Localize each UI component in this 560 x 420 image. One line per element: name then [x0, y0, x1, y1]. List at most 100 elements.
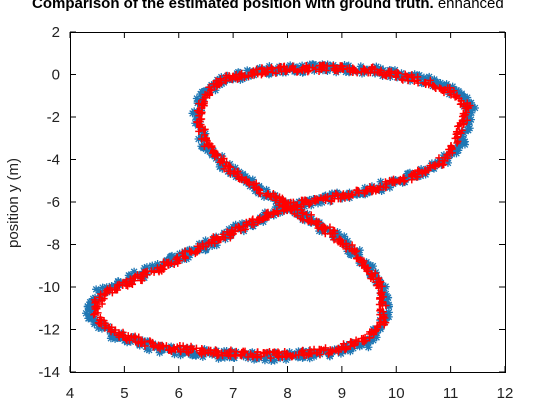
- ground-truth-marker: [452, 149, 461, 158]
- ground-truth-marker: [309, 352, 318, 361]
- estimate-marker: [351, 248, 359, 256]
- estimate-marker: [389, 175, 398, 183]
- estimate-marker: [228, 226, 236, 234]
- estimate-marker: [213, 347, 221, 355]
- estimate-marker: [367, 64, 376, 72]
- estimate-marker: [187, 342, 195, 350]
- y-tick-label: 2: [52, 24, 60, 41]
- estimate-marker: [323, 193, 332, 201]
- estimate-marker: [220, 165, 228, 173]
- estimate-marker: [375, 69, 383, 77]
- ground-truth-marker: [347, 251, 356, 260]
- estimate-marker: [229, 73, 237, 81]
- estimate-marker: [421, 78, 429, 87]
- estimate-marker: [376, 182, 384, 190]
- estimate-marker: [257, 71, 266, 79]
- estimate-marker: [331, 229, 339, 238]
- ground-truth-marker: [404, 169, 413, 178]
- estimate-marker: [302, 62, 311, 70]
- estimate-marker: [360, 65, 369, 73]
- ground-truth-marker: [273, 66, 282, 75]
- ground-truth-marker: [336, 349, 345, 358]
- ground-truth-marker: [192, 94, 201, 103]
- estimate-marker: [176, 348, 185, 356]
- estimate-marker: [360, 257, 368, 265]
- ground-truth-marker: [142, 345, 151, 354]
- ground-truth-marker: [334, 230, 343, 239]
- estimate-marker: [331, 66, 339, 74]
- ground-truth-marker: [90, 320, 99, 329]
- estimate-marker: [338, 62, 346, 70]
- ground-truth-marker: [298, 353, 307, 362]
- estimate-marker: [382, 301, 390, 310]
- ground-truth-marker: [341, 68, 350, 77]
- estimate-marker: [147, 267, 155, 275]
- ground-truth-marker: [332, 230, 341, 239]
- ground-truth-marker: [425, 72, 434, 81]
- ground-truth-marker: [467, 108, 476, 117]
- ground-truth-marker: [384, 302, 393, 311]
- estimate-marker: [195, 127, 203, 135]
- estimate-marker: [463, 116, 471, 124]
- ground-truth-marker: [368, 262, 377, 271]
- ground-truth-marker: [464, 120, 473, 129]
- estimate-marker: [221, 349, 229, 357]
- ground-truth-marker: [191, 119, 200, 128]
- estimate-marker: [398, 75, 406, 83]
- ground-truth-marker: [445, 90, 454, 99]
- x-tick-label: 6: [175, 385, 183, 402]
- estimate-marker: [281, 200, 289, 208]
- ground-truth-marker: [217, 73, 226, 82]
- estimate-marker: [314, 218, 323, 226]
- x-tick-label: 4: [66, 385, 74, 402]
- ground-truth-marker: [295, 198, 304, 207]
- y-tick-label: -2: [47, 109, 60, 126]
- ground-truth-marker: [355, 246, 364, 255]
- estimate-marker: [132, 338, 140, 346]
- ground-truth-marker: [189, 245, 198, 254]
- chart-title: Comparison of the estimated position wit…: [32, 0, 504, 12]
- ground-truth-marker: [416, 171, 425, 180]
- estimate-marker: [196, 347, 204, 355]
- ground-truth-marker: [463, 93, 472, 102]
- ground-truth-marker: [459, 135, 468, 144]
- y-tick-label: -12: [38, 322, 60, 339]
- ground-truth-marker: [340, 61, 349, 70]
- chart-title-normal: enhanced: [434, 0, 504, 12]
- ground-truth-marker: [300, 202, 309, 211]
- ground-truth-marker: [232, 69, 241, 78]
- series-0: [82, 60, 479, 365]
- estimate-marker: [207, 346, 215, 355]
- series-1: [90, 61, 474, 362]
- ground-truth-marker: [117, 329, 126, 338]
- estimate-marker: [368, 188, 376, 196]
- ground-truth-marker: [276, 354, 285, 363]
- estimate-marker: [179, 252, 188, 260]
- estimate-marker: [410, 77, 418, 85]
- ground-truth-marker: [225, 225, 234, 234]
- estimate-marker: [100, 295, 108, 303]
- estimate-marker: [287, 205, 296, 213]
- estimate-marker: [133, 271, 142, 279]
- ground-truth-marker: [213, 236, 222, 245]
- estimate-marker: [116, 330, 124, 339]
- estimate-marker: [255, 216, 263, 225]
- ground-truth-marker: [220, 228, 229, 237]
- ground-truth-marker: [286, 61, 295, 70]
- estimate-marker: [360, 64, 368, 73]
- estimate-marker: [214, 150, 222, 158]
- ground-truth-marker: [198, 352, 207, 361]
- ground-truth-marker: [342, 341, 351, 350]
- estimate-marker: [238, 173, 246, 181]
- ground-truth-marker: [298, 61, 307, 70]
- ground-truth-marker: [213, 75, 222, 84]
- chart-title-bold: Comparison of the estimated position wit…: [32, 0, 434, 12]
- ground-truth-marker: [372, 62, 381, 71]
- estimate-marker: [149, 343, 158, 351]
- estimate-marker: [126, 280, 134, 288]
- x-tick-label: 11: [443, 385, 459, 402]
- estimate-marker: [301, 196, 309, 204]
- estimate-marker: [307, 211, 315, 219]
- ground-truth-marker: [467, 98, 476, 107]
- estimate-marker: [373, 281, 381, 290]
